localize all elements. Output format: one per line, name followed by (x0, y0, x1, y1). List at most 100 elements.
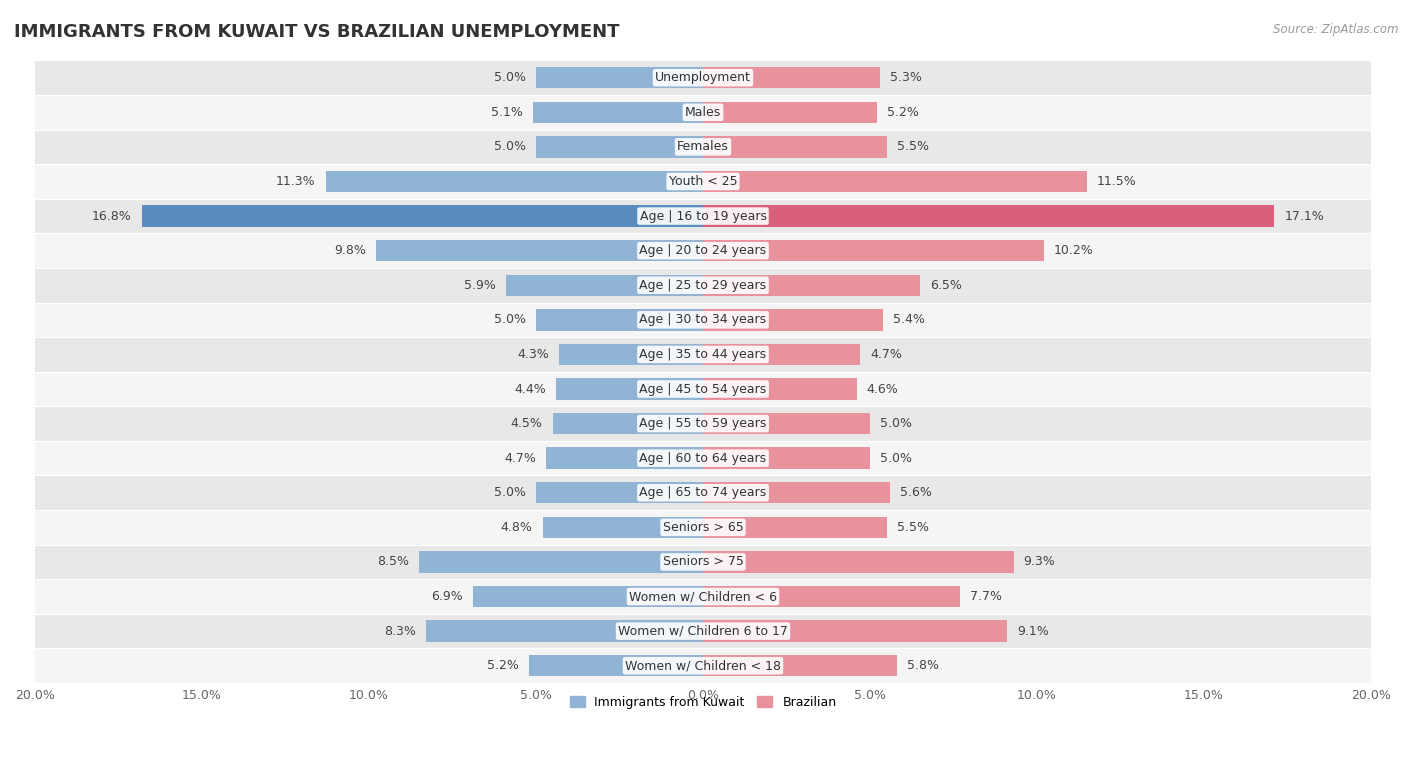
Text: 5.8%: 5.8% (907, 659, 939, 672)
Text: Age | 55 to 59 years: Age | 55 to 59 years (640, 417, 766, 430)
Bar (536, 136, 703, 157)
Text: 10.2%: 10.2% (1053, 245, 1094, 257)
Bar (553, 413, 703, 435)
Text: 6.9%: 6.9% (430, 590, 463, 603)
Text: Seniors > 65: Seniors > 65 (662, 521, 744, 534)
Bar (703, 586, 960, 607)
Text: 4.6%: 4.6% (866, 382, 898, 395)
Text: 5.6%: 5.6% (900, 486, 932, 500)
Bar (536, 482, 703, 503)
Text: 4.7%: 4.7% (505, 452, 536, 465)
Text: 5.9%: 5.9% (464, 279, 496, 291)
Bar (35, 407, 1371, 441)
Text: 5.0%: 5.0% (494, 140, 526, 154)
Text: 5.0%: 5.0% (494, 486, 526, 500)
Text: Women w/ Children < 6: Women w/ Children < 6 (628, 590, 778, 603)
Bar (35, 510, 1371, 544)
Bar (35, 129, 1371, 164)
Bar (35, 475, 1371, 510)
Text: 5.0%: 5.0% (494, 71, 526, 84)
Text: Women w/ Children < 18: Women w/ Children < 18 (626, 659, 780, 672)
Text: Age | 35 to 44 years: Age | 35 to 44 years (640, 348, 766, 361)
Bar (472, 586, 703, 607)
Text: Women w/ Children 6 to 17: Women w/ Children 6 to 17 (619, 625, 787, 637)
Legend: Immigrants from Kuwait, Brazilian: Immigrants from Kuwait, Brazilian (564, 691, 842, 714)
Bar (35, 164, 1371, 199)
Bar (35, 649, 1371, 683)
Bar (35, 441, 1371, 475)
Text: 4.3%: 4.3% (517, 348, 550, 361)
Text: Age | 45 to 54 years: Age | 45 to 54 years (640, 382, 766, 395)
Text: Age | 25 to 29 years: Age | 25 to 29 years (640, 279, 766, 291)
Bar (35, 614, 1371, 649)
Bar (703, 205, 1274, 227)
Text: Unemployment: Unemployment (655, 71, 751, 84)
Bar (703, 551, 1014, 572)
Text: Age | 65 to 74 years: Age | 65 to 74 years (640, 486, 766, 500)
Text: 16.8%: 16.8% (91, 210, 132, 223)
Text: 5.1%: 5.1% (491, 106, 523, 119)
Text: 5.5%: 5.5% (897, 521, 929, 534)
Text: 8.3%: 8.3% (384, 625, 416, 637)
Bar (35, 579, 1371, 614)
Text: Source: ZipAtlas.com: Source: ZipAtlas.com (1274, 23, 1399, 36)
Bar (529, 655, 703, 677)
Bar (536, 309, 703, 331)
Text: 7.7%: 7.7% (970, 590, 1002, 603)
Bar (703, 136, 887, 157)
Bar (35, 61, 1371, 95)
Bar (35, 372, 1371, 407)
Bar (326, 171, 703, 192)
Bar (506, 275, 703, 296)
Bar (35, 268, 1371, 303)
Text: 8.5%: 8.5% (377, 556, 409, 569)
Text: 9.1%: 9.1% (1017, 625, 1049, 637)
Bar (560, 344, 703, 365)
Bar (35, 544, 1371, 579)
Bar (703, 275, 920, 296)
Text: 4.5%: 4.5% (510, 417, 543, 430)
Text: Age | 16 to 19 years: Age | 16 to 19 years (640, 210, 766, 223)
Bar (703, 101, 877, 123)
Bar (536, 67, 703, 89)
Text: 17.1%: 17.1% (1284, 210, 1324, 223)
Bar (35, 337, 1371, 372)
Bar (35, 233, 1371, 268)
Bar (142, 205, 703, 227)
Text: 11.3%: 11.3% (276, 175, 315, 188)
Text: 4.8%: 4.8% (501, 521, 533, 534)
Text: Age | 60 to 64 years: Age | 60 to 64 years (640, 452, 766, 465)
Bar (703, 621, 1007, 642)
Bar (703, 516, 887, 538)
Bar (703, 171, 1087, 192)
Bar (533, 101, 703, 123)
Bar (703, 240, 1043, 261)
Bar (703, 378, 856, 400)
Text: Age | 30 to 34 years: Age | 30 to 34 years (640, 313, 766, 326)
Text: Females: Females (678, 140, 728, 154)
Text: Males: Males (685, 106, 721, 119)
Bar (703, 655, 897, 677)
Bar (703, 447, 870, 469)
Bar (543, 516, 703, 538)
Text: 9.3%: 9.3% (1024, 556, 1056, 569)
Bar (35, 95, 1371, 129)
Bar (35, 199, 1371, 233)
Bar (375, 240, 703, 261)
Text: 6.5%: 6.5% (931, 279, 962, 291)
Bar (703, 344, 860, 365)
Bar (35, 303, 1371, 337)
Text: 4.4%: 4.4% (515, 382, 546, 395)
Bar (426, 621, 703, 642)
Bar (703, 67, 880, 89)
Text: 5.3%: 5.3% (890, 71, 922, 84)
Bar (703, 309, 883, 331)
Text: Seniors > 75: Seniors > 75 (662, 556, 744, 569)
Text: Youth < 25: Youth < 25 (669, 175, 737, 188)
Text: 9.8%: 9.8% (333, 245, 366, 257)
Text: 5.2%: 5.2% (887, 106, 918, 119)
Text: 5.0%: 5.0% (880, 417, 912, 430)
Text: IMMIGRANTS FROM KUWAIT VS BRAZILIAN UNEMPLOYMENT: IMMIGRANTS FROM KUWAIT VS BRAZILIAN UNEM… (14, 23, 620, 41)
Text: 4.7%: 4.7% (870, 348, 901, 361)
Text: 5.0%: 5.0% (880, 452, 912, 465)
